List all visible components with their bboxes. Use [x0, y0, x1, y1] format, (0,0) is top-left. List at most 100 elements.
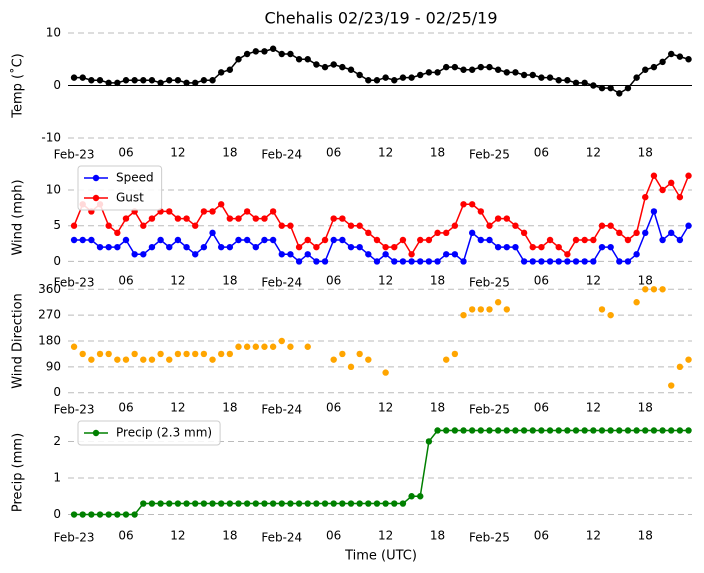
y-tick-label: 5 — [53, 218, 61, 232]
point — [192, 222, 199, 229]
point — [538, 427, 545, 434]
point — [417, 258, 424, 265]
y-tick-label: 180 — [38, 334, 61, 348]
point — [494, 427, 502, 434]
point — [330, 215, 337, 222]
point — [607, 311, 614, 319]
point — [339, 63, 346, 71]
point — [243, 208, 251, 215]
point — [287, 343, 294, 350]
point — [192, 350, 199, 358]
point — [365, 77, 372, 84]
point — [252, 500, 260, 507]
point — [685, 172, 692, 179]
point — [659, 427, 666, 434]
point — [408, 493, 415, 500]
x-tick-label: 18 — [638, 146, 653, 160]
point — [382, 369, 389, 376]
point — [520, 258, 528, 265]
point — [114, 79, 121, 87]
point — [261, 236, 268, 244]
point — [425, 236, 433, 244]
x-tick-label: 12 — [378, 146, 393, 160]
point — [650, 208, 658, 215]
x-tick-label: Feb-25 — [469, 148, 510, 162]
point — [330, 236, 337, 244]
point — [408, 251, 415, 258]
point — [460, 311, 467, 319]
point — [373, 236, 381, 244]
point — [650, 286, 658, 293]
point — [494, 243, 502, 251]
point — [451, 251, 459, 258]
point — [538, 243, 545, 251]
point — [598, 243, 606, 251]
point — [676, 363, 684, 371]
point — [555, 258, 562, 265]
point — [581, 427, 588, 434]
x-tick-label: 18 — [222, 274, 237, 288]
y-axis-label: Precip (mm) — [11, 433, 26, 512]
point — [166, 243, 173, 251]
point — [460, 427, 467, 434]
point — [365, 251, 372, 258]
legend-marker — [92, 174, 100, 182]
point — [659, 286, 666, 293]
point — [685, 222, 692, 229]
point — [330, 500, 337, 507]
series — [70, 208, 692, 265]
point — [616, 229, 623, 237]
point — [468, 66, 476, 73]
point — [382, 74, 389, 81]
point — [304, 56, 311, 63]
point — [261, 500, 268, 507]
point — [676, 193, 684, 201]
point — [425, 438, 433, 445]
point — [157, 350, 164, 358]
point — [209, 229, 216, 237]
point — [451, 350, 459, 358]
x-tick-label: Feb-23 — [54, 531, 95, 545]
x-tick-label: 06 — [118, 529, 133, 543]
point — [642, 66, 649, 73]
point — [624, 236, 632, 244]
point — [192, 500, 199, 507]
point — [365, 500, 372, 507]
series-line — [73, 174, 690, 256]
point — [114, 511, 121, 518]
point — [659, 186, 666, 194]
point — [572, 236, 580, 244]
point — [79, 350, 86, 358]
x-tick-label: 06 — [326, 401, 341, 415]
x-tick-label: 18 — [430, 146, 445, 160]
point — [105, 350, 112, 358]
point — [122, 215, 130, 222]
point — [131, 77, 138, 84]
point — [96, 511, 104, 518]
x-tick-label: 12 — [170, 529, 185, 543]
point — [122, 236, 130, 244]
point — [607, 243, 614, 251]
x-tick-label: Feb-23 — [54, 148, 95, 162]
point — [166, 208, 173, 215]
x-tick-label: 18 — [222, 146, 237, 160]
x-tick-label: Feb-24 — [261, 531, 302, 545]
point — [443, 356, 450, 363]
point — [200, 243, 208, 251]
x-tick-label: Feb-24 — [261, 403, 302, 417]
point — [590, 82, 597, 89]
point — [399, 500, 407, 507]
x-tick-label: 06 — [534, 146, 549, 160]
point — [313, 500, 320, 507]
point — [235, 215, 242, 222]
point — [581, 79, 588, 87]
point — [96, 350, 104, 358]
point — [114, 356, 121, 363]
point — [633, 229, 640, 237]
x-tick-label: 12 — [586, 274, 601, 288]
point — [347, 363, 355, 371]
point — [486, 306, 493, 313]
point — [183, 79, 190, 87]
point — [140, 222, 147, 229]
point — [200, 208, 208, 215]
